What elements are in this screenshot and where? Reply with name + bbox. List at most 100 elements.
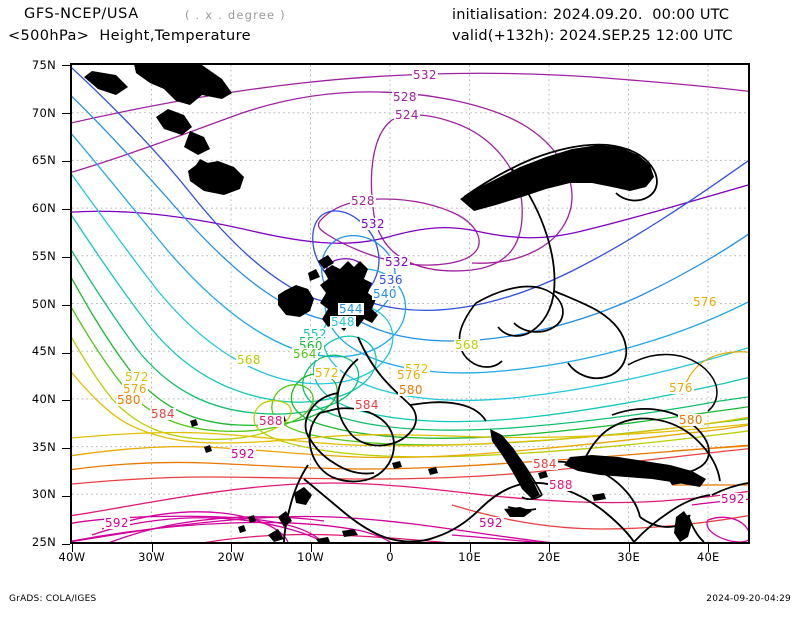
contour-560 [72,277,748,439]
contour-label-532: 532 [412,68,438,82]
coast-red-sea [674,511,692,542]
contour-540 [72,95,748,342]
y-tick-35N: 35N [31,439,56,454]
chart-footer: GrADS: COLA/IGES 2024-09-20-04:29 [0,590,800,618]
contour-592c [72,521,392,542]
coast-ireland [278,285,314,317]
contour-568 [72,337,748,458]
contour-label-572: 572 [314,366,340,380]
contour-label-532: 532 [384,255,410,269]
contour-label-540: 540 [372,287,398,301]
height-contours [72,67,748,542]
initialisation-time: initialisation: 2024.09.20. 00:00 UTC [452,7,730,23]
coast-egypt-levant [633,482,748,542]
contour-label-576: 576 [122,382,148,396]
contour-label-584: 584 [150,407,176,421]
y-tick-25N: 25N [31,535,56,549]
x-tickmark [708,544,710,552]
coast-black-sea [611,408,710,474]
x-tick-0: 0 [386,550,394,564]
chart-header: GFS-NCEP/USA ( . x . degree ) <500hPa> H… [0,0,800,55]
x-tick-10W: 10W [297,550,325,564]
contour-588 [72,482,748,517]
contour-588b [204,533,447,542]
map-plot-area: 5325285245285325325365405445485525565605… [70,63,750,544]
contour-label-580: 580 [116,393,142,407]
contour-label-528: 528 [392,90,418,104]
level-field-label: <500hPa> Height,Temperature [8,28,251,44]
resolution-note: ( . x . degree ) [185,8,286,22]
y-tick-40N: 40N [31,391,56,406]
contour-label-576: 576 [668,381,694,395]
y-tick-75N: 75N [31,58,56,72]
contour-label-592: 592 [104,516,130,530]
x-tick-20E: 20E [537,550,561,564]
coast-greenland [84,65,232,179]
contour-label-580: 580 [398,383,424,397]
contour-label-564: 564 [292,347,318,361]
contour-592-low [72,515,323,542]
contour-label-548: 548 [330,315,356,329]
contour-label-524: 524 [394,108,420,122]
coast-north-africa [303,478,635,542]
coast-eastern-europe [627,353,718,412]
coast-morocco [268,487,312,542]
x-tickmark [310,544,312,552]
y-tick-30N: 30N [31,487,56,502]
contour-528 [72,91,573,264]
x-tick-10E: 10E [458,550,482,564]
y-tick-65N: 65N [31,153,56,168]
x-tick-40E: 40E [696,550,720,564]
coast-western-europe [304,336,487,475]
contour-576-bulge [681,351,748,396]
contour-label-592: 592 [478,516,504,530]
contour-572 [72,371,748,444]
render-timestamp: 2024-09-20-04:29 [706,594,791,604]
contour-556 [72,250,748,431]
x-tickmark [549,544,551,552]
contour-label-584: 584 [354,398,380,412]
y-tick-50N: 50N [31,296,56,311]
contour-label-528: 528 [350,194,376,208]
coast-nw-africa [283,464,309,542]
coast-scandinavia [463,143,658,380]
coast-iberia [308,407,395,483]
x-tickmark [72,544,73,552]
contour-584b [451,504,748,530]
x-tickmark [390,544,392,552]
contour-label-576: 576 [396,368,422,382]
y-tick-55N: 55N [31,248,56,263]
contour-536 [72,67,748,312]
contour-label-568: 568 [236,353,262,367]
valid-time: valid(+132h): 2024.SEP.25 12:00 UTC [452,28,733,44]
contour-572b [72,416,748,447]
x-tick-30E: 30E [617,550,641,564]
y-tick-70N: 70N [31,105,56,120]
y-tick-45N: 45N [31,344,56,359]
contour-label-layer: 5325285245285325325365405445485525565605… [72,65,748,542]
contour-label-592: 592 [720,492,746,506]
x-tickmark [231,544,233,552]
y-tick-60N: 60N [31,201,56,216]
contour-528b [317,198,480,266]
contour-584 [72,448,748,485]
coast-islands-atlantic [238,515,256,533]
contour-592-blob [706,516,748,542]
coast-iceland [188,161,244,195]
contour-label-536: 536 [378,273,404,287]
contour-label-592: 592 [230,447,256,461]
contour-label-568: 568 [454,338,480,352]
x-tick-40W: 40W [58,550,86,564]
model-name: GFS-NCEP/USA [24,6,139,22]
contour-label-580: 580 [678,413,704,427]
contour-label-572: 572 [124,370,150,384]
x-tick-20W: 20W [217,550,245,564]
x-tickmark [628,544,630,552]
x-tick-30W: 30W [138,550,165,564]
contour-592-sw [101,511,289,542]
contour-label-544: 544 [338,302,364,316]
contour-label-588: 588 [548,478,574,492]
contour-label-588: 588 [258,414,284,428]
coast-scandinavia-fill [460,145,654,211]
x-tickmark [469,544,471,552]
